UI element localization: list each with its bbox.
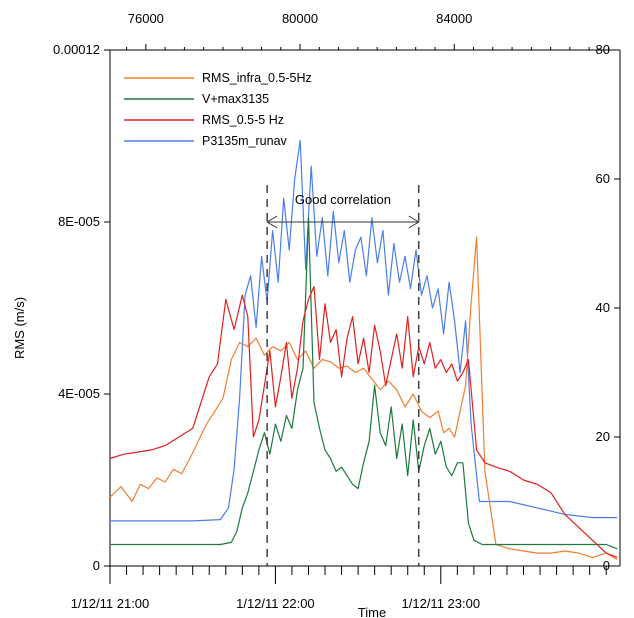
axis-titles-group: RMS (m/s) Time bbox=[12, 297, 386, 618]
y-axis-title: RMS (m/s) bbox=[12, 297, 27, 359]
right-axis-tick-label: 40 bbox=[596, 300, 610, 315]
series-line-rms-0-5-5-hz bbox=[109, 285, 618, 558]
top-axis-tick-label: 76000 bbox=[128, 11, 164, 26]
top-axis-tick-label: 80000 bbox=[282, 11, 318, 26]
annotation-group: Good correlation bbox=[266, 185, 420, 566]
annotation-arrowhead-left bbox=[266, 215, 278, 229]
right-axis-tick-label: 20 bbox=[596, 429, 610, 444]
right-axis-tick-label: 0 bbox=[603, 558, 610, 573]
x-axis-title: Time bbox=[358, 605, 386, 618]
series-group bbox=[109, 139, 618, 561]
annotation-arrowhead-right bbox=[408, 215, 420, 229]
left-axis-tick-label: 4E-005 bbox=[58, 386, 100, 401]
right-axis-tick-label: 80 bbox=[596, 42, 610, 57]
legend-label: RMS_infra_0.5-5Hz bbox=[202, 71, 312, 85]
bottom-axis-tick-label: 1/12/11 22:00 bbox=[236, 596, 315, 611]
series-line-p3135m-runav bbox=[110, 139, 618, 522]
axes-group: 0 4E-005 8E-005 0.00012 0 20 40 60 80 76000 80000 8… bbox=[53, 11, 621, 611]
legend-label: RMS_0.5-5 Hz bbox=[202, 113, 284, 127]
series-line-rms-infra-0-5-5hz bbox=[109, 236, 618, 561]
bottom-axis-tick-label: 1/12/11 21:00 bbox=[71, 596, 150, 611]
annotation-label: Good correlation bbox=[295, 192, 391, 207]
legend-label: P3135m_runav bbox=[202, 134, 288, 148]
right-axis-tick-label: 60 bbox=[596, 171, 610, 186]
series-line-v-max3135 bbox=[110, 217, 618, 550]
bottom-axis-tick-label: 1/12/11 23:00 bbox=[402, 596, 481, 611]
top-axis-tick-label: 84000 bbox=[436, 11, 472, 26]
left-axis-tick-label: 0.00012 bbox=[53, 42, 100, 57]
legend: RMS_infra_0.5-5Hz V+max3135 RMS_0.5-5 Hz P3… bbox=[124, 71, 312, 148]
legend-label: V+max3135 bbox=[202, 92, 269, 106]
left-axis-tick-label: 0 bbox=[93, 558, 100, 573]
left-axis-tick-label: 8E-005 bbox=[58, 214, 100, 229]
